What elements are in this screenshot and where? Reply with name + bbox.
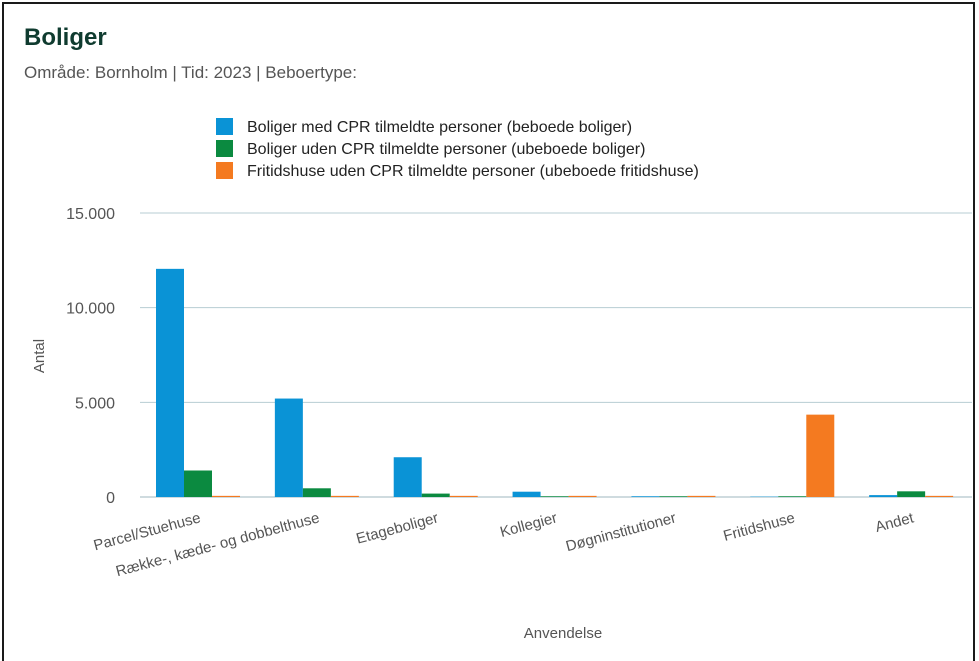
x-tick-label-5: Døgninstitutioner [564, 509, 678, 555]
legend-swatch-1 [216, 118, 233, 135]
y-tick-label-3: 15.000 [66, 206, 115, 223]
bar-2-series-1 [274, 398, 303, 497]
legend-label-2: Boliger uden CPR tilmeldte personer (ube… [247, 141, 645, 158]
x-tick-label-6: Fritidshuse [721, 509, 796, 544]
bar-3-series-3 [449, 495, 478, 497]
bar-1-series-1 [156, 268, 184, 497]
y-axis-ticks: 0 5.000 10.000 15.000 [66, 206, 115, 507]
legend-label-3: Fritidshuse uden CPR tilmeldte personer … [247, 163, 699, 180]
y-axis-title: Antal [31, 339, 48, 373]
legend-swatch-2 [216, 140, 233, 157]
bar-5-series-1 [631, 496, 660, 497]
bar-1-series-2 [184, 470, 212, 497]
bar-2-series-3 [330, 495, 359, 497]
bar-5-series-2 [659, 496, 688, 497]
x-tick-label-3: Etageboliger [354, 509, 440, 547]
bar-4-series-1 [512, 491, 541, 497]
y-tick-label-0: 0 [106, 490, 115, 507]
chart-subtitle: Område: Bornholm | Tid: 2023 | Beboertyp… [24, 63, 357, 82]
bar-2-series-2 [302, 488, 331, 497]
bar-1-series-3 [212, 495, 240, 497]
x-tick-label-7: Andet [873, 509, 916, 536]
bar-3-series-2 [421, 493, 450, 497]
bar-4-series-2 [540, 496, 569, 497]
x-tick-label-4: Kollegier [498, 509, 559, 541]
bar-7-series-1 [869, 495, 898, 497]
bar-6-series-2 [778, 496, 807, 497]
bar-7-series-3 [925, 495, 954, 497]
chart-title: Boliger [24, 24, 107, 51]
x-tick-label-2: Række-, kæde- og dobbelthuse [114, 509, 321, 580]
y-tick-label-2: 10.000 [66, 301, 115, 318]
y-tick-label-1: 5.000 [75, 395, 115, 412]
bar-7-series-2 [897, 491, 926, 497]
legend: Boliger med CPR tilmeldte personer (bebo… [216, 118, 699, 180]
legend-swatch-3 [216, 162, 233, 179]
bars [156, 268, 954, 497]
legend-label-1: Boliger med CPR tilmeldte personer (bebo… [247, 119, 632, 136]
gridlines [140, 212, 972, 498]
bar-6-series-3 [806, 414, 835, 497]
bar-3-series-1 [393, 457, 422, 497]
bar-5-series-3 [687, 495, 716, 497]
x-axis-title: Anvendelse [524, 625, 602, 642]
bar-4-series-3 [568, 495, 597, 497]
